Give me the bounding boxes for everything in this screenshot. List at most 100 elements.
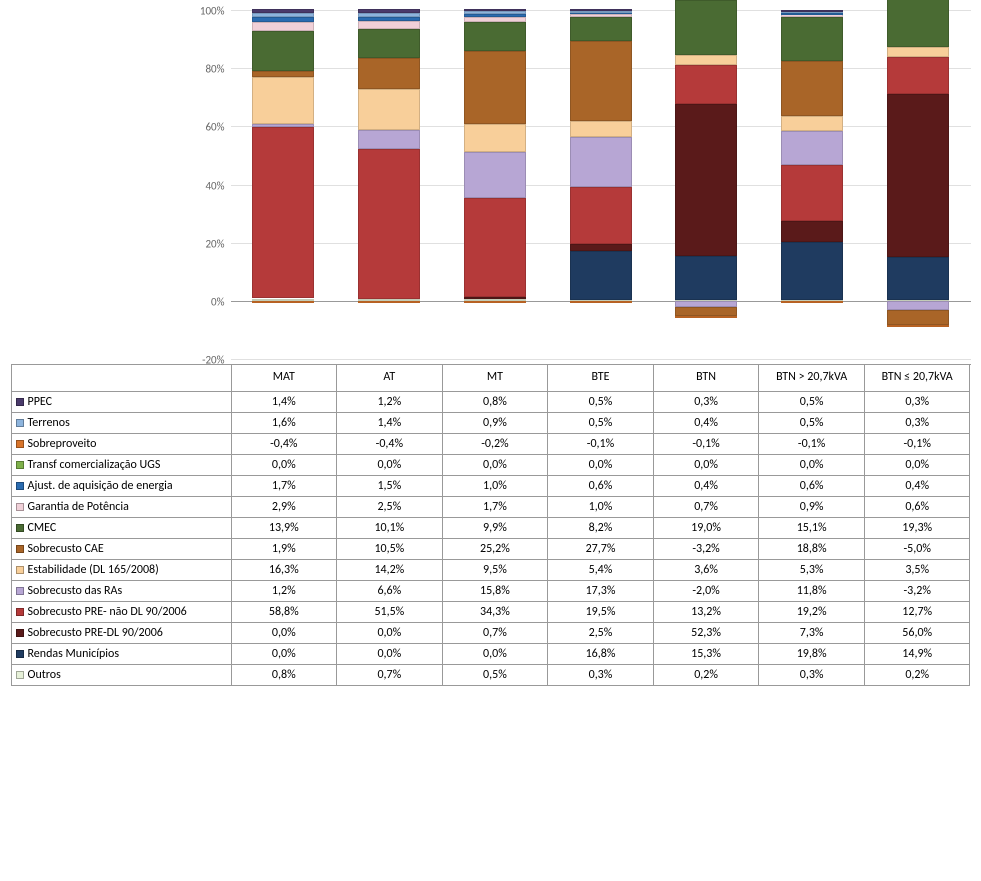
row-label: CMEC (28, 521, 57, 535)
segment-rendas (675, 256, 737, 300)
data-cell: 16,8% (548, 644, 654, 665)
data-cell: 0,5% (548, 413, 654, 434)
segment-cmec (887, 0, 949, 47)
y-axis-label: 0% (211, 295, 230, 308)
data-cell: 0,6% (548, 476, 654, 497)
segment-garantia (358, 21, 420, 28)
legend-marker (16, 545, 24, 553)
segment-cae (358, 58, 420, 89)
data-cell: 0,3% (865, 413, 971, 434)
row-label: PPEC (28, 395, 53, 409)
data-cell: 0,0% (337, 455, 443, 476)
row-label: Garantia de Potência (28, 500, 129, 514)
data-cell: 5,3% (759, 560, 865, 581)
data-cell: 13,2% (654, 602, 760, 623)
data-cell: 0,5% (443, 665, 549, 686)
data-cell: 14,2% (337, 560, 443, 581)
segment-estabilidade (464, 124, 526, 152)
row-label: Ajust. de aquisição de energia (28, 479, 173, 493)
data-cell: 1,9% (232, 539, 338, 560)
data-cell: 19,3% (865, 518, 971, 539)
column (653, 10, 759, 359)
data-cell: 0,7% (337, 665, 443, 686)
data-cell: 0,3% (759, 665, 865, 686)
data-cell: 0,3% (548, 665, 654, 686)
row-label: Sobrecusto PRE- não DL 90/2006 (28, 605, 187, 619)
data-cell: 34,3% (443, 602, 549, 623)
segment-terrenos (464, 11, 526, 14)
segment-ajust (252, 17, 314, 22)
row-label: Terrenos (28, 416, 70, 430)
data-cell: 52,3% (654, 623, 760, 644)
y-axis-label: 80% (205, 63, 230, 76)
data-cell: 5,4% (548, 560, 654, 581)
row-header: Sobrecusto PRE-DL 90/2006 (12, 623, 232, 644)
segment-pre_dl90 (887, 94, 949, 257)
row-header: Sobreproveito (12, 434, 232, 455)
row-label: Sobrecusto das RAs (28, 584, 123, 598)
data-cell: 19,8% (759, 644, 865, 665)
data-cell: 0,0% (337, 644, 443, 665)
segment-garantia (570, 14, 632, 17)
row-label: Transf comercialização UGS (28, 458, 161, 472)
legend-marker (16, 482, 24, 490)
data-cell: 1,7% (443, 497, 549, 518)
segment-estabilidade (252, 77, 314, 124)
data-cell: 13,9% (232, 518, 338, 539)
segment-ras (358, 130, 420, 149)
column (759, 10, 865, 359)
data-cell: 0,0% (654, 455, 760, 476)
data-cell: 51,5% (337, 602, 443, 623)
data-cell: 19,5% (548, 602, 654, 623)
legend-marker (16, 503, 24, 511)
data-cell: 18,8% (759, 539, 865, 560)
segment-garantia (252, 22, 314, 30)
data-cell: 0,5% (759, 413, 865, 434)
data-cell: -0,4% (337, 434, 443, 455)
data-cell: 1,2% (232, 581, 338, 602)
segment-estabilidade (358, 89, 420, 130)
row-header: CMEC (12, 518, 232, 539)
bar (675, 10, 737, 359)
segment-garantia (464, 17, 526, 22)
data-cell: -3,2% (654, 539, 760, 560)
segment-ajust (358, 17, 420, 21)
segment-pre_dl90 (781, 221, 843, 242)
data-cell: -0,1% (759, 434, 865, 455)
legend-marker (16, 629, 24, 637)
segment-cae (252, 71, 314, 77)
data-cell: 17,3% (548, 581, 654, 602)
data-cell: -0,1% (865, 434, 971, 455)
y-axis-label: 40% (205, 179, 230, 192)
data-cell: 25,2% (443, 539, 549, 560)
data-cell: 6,6% (337, 581, 443, 602)
segment-cmec (781, 17, 843, 61)
row-header: Outros (12, 665, 232, 686)
segment-pre_nao_dl90 (675, 65, 737, 103)
data-cell: 0,6% (759, 476, 865, 497)
segment-ppec (570, 9, 632, 11)
data-cell: 15,8% (443, 581, 549, 602)
column (336, 10, 442, 359)
stacked-bar-chart: -20%0%20%40%60%80%100% (231, 10, 971, 360)
segment-pre_nao_dl90 (358, 149, 420, 299)
row-header: Transf comercialização UGS (12, 455, 232, 476)
data-cell: 0,0% (548, 455, 654, 476)
data-cell: 0,9% (759, 497, 865, 518)
row-label: Estabilidade (DL 165/2008) (28, 563, 159, 577)
segment-sobreproveito (570, 301, 632, 303)
segment-pre_nao_dl90 (464, 198, 526, 298)
data-cell: -0,1% (654, 434, 760, 455)
data-cell: -0,2% (443, 434, 549, 455)
legend-marker (16, 650, 24, 658)
column-header: MAT (232, 365, 338, 392)
data-cell: 16,3% (232, 560, 338, 581)
legend-marker (16, 398, 24, 406)
segment-ras (781, 131, 843, 165)
data-cell: 27,7% (548, 539, 654, 560)
data-cell: 0,4% (865, 476, 971, 497)
bar (887, 10, 949, 359)
data-cell: 14,9% (865, 644, 971, 665)
data-cell: 3,6% (654, 560, 760, 581)
data-cell: -3,2% (865, 581, 971, 602)
